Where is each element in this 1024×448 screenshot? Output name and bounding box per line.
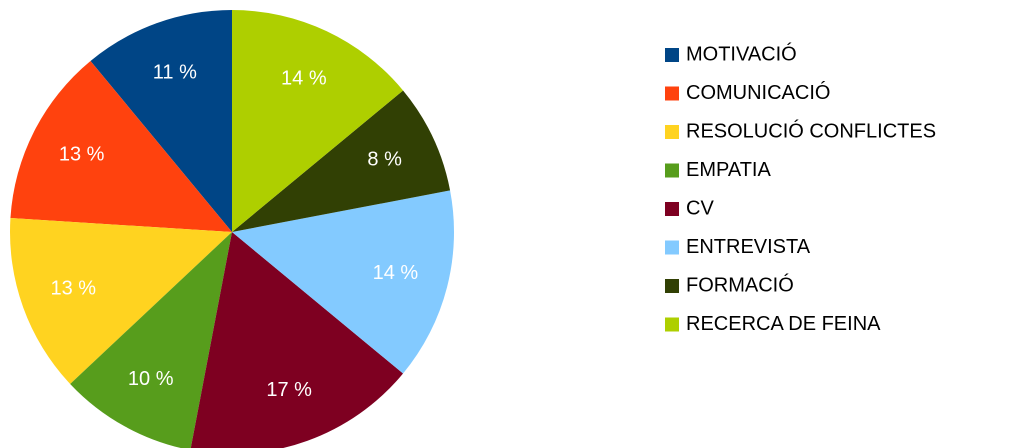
legend-label: CV xyxy=(686,197,714,219)
legend-swatch xyxy=(665,279,679,293)
legend-label: RESOLUCIÓ CONFLICTES xyxy=(686,119,936,142)
legend-swatch xyxy=(665,125,679,139)
legend-swatch xyxy=(665,86,679,101)
data-label: 13 % xyxy=(50,277,96,299)
legend-swatch xyxy=(665,48,679,62)
legend-swatch xyxy=(665,317,679,332)
legend-label: EMPATIA xyxy=(686,159,771,181)
pie-slice xyxy=(10,60,233,232)
data-label: 11 % xyxy=(153,62,197,84)
pie-slice xyxy=(190,232,404,448)
legend-label: ENTREVISTA xyxy=(686,236,811,258)
data-label: 17 % xyxy=(266,379,312,401)
pie-slice xyxy=(90,10,232,232)
legend-label: RECERCA DE FEINA xyxy=(686,313,881,335)
pie-slice xyxy=(70,232,232,448)
legend-label: FORMACIÓ xyxy=(686,273,794,296)
legend-label: MOTIVACIÓ xyxy=(686,42,797,65)
legend-swatch xyxy=(665,240,679,255)
data-label: 10 % xyxy=(128,368,174,390)
legend-swatch xyxy=(665,202,679,216)
data-label: 14 % xyxy=(281,68,327,90)
pie-slice xyxy=(232,190,455,374)
pie-slice xyxy=(232,9,404,232)
legend-label: COMUNICACIÓ xyxy=(686,81,830,104)
data-label: 8 % xyxy=(367,148,402,170)
data-label: 14 % xyxy=(373,262,419,284)
data-label: 13 % xyxy=(59,144,105,166)
pie-slice xyxy=(9,218,232,384)
legend-swatch xyxy=(665,163,679,178)
pie-slice xyxy=(232,90,451,232)
